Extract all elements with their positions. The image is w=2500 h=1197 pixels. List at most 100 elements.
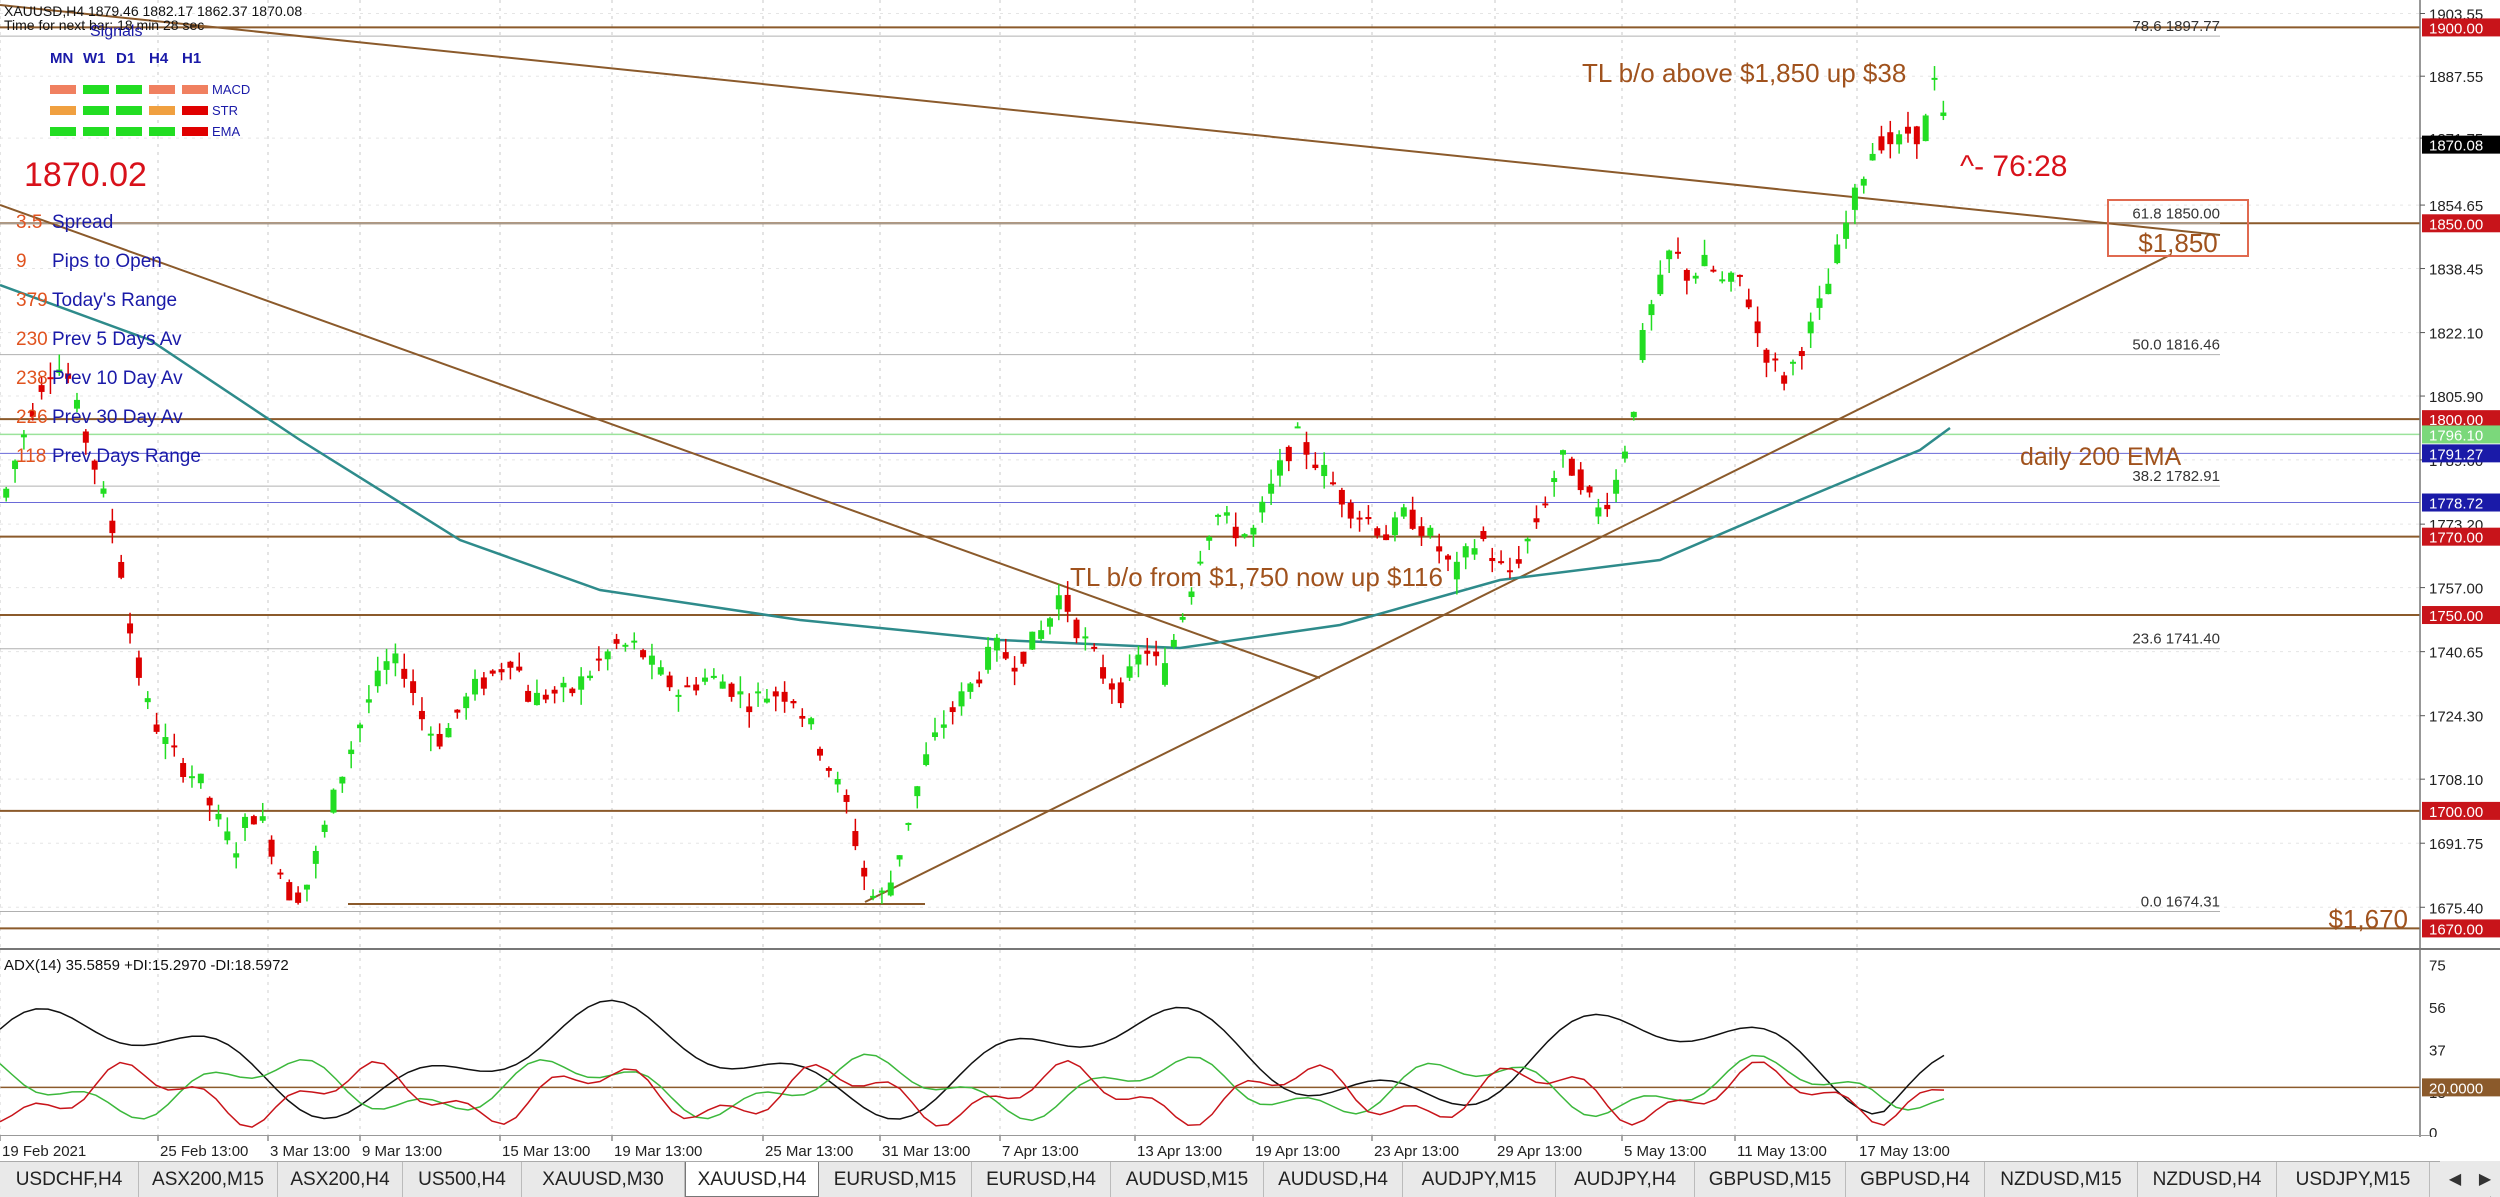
symbol-tab[interactable]: XAUUSD,M30	[522, 1162, 685, 1197]
candle-body	[1356, 517, 1363, 520]
candle-body	[20, 434, 27, 438]
candle-body	[392, 653, 399, 664]
symbol-tab[interactable]: AUDJPY,H4	[1556, 1162, 1695, 1197]
symbol-tab[interactable]: EURUSD,H4	[972, 1162, 1111, 1197]
candle-body	[1613, 479, 1620, 494]
stat-label: Today's Range	[52, 290, 178, 311]
scroll-left-icon[interactable]: ◀	[2448, 1170, 2462, 1188]
annotation-breakout-1850: TL b/o above $1,850 up $38	[1582, 58, 1906, 88]
candle-body	[47, 377, 54, 380]
candle-body	[365, 699, 372, 703]
annotation-level-1850: $1,850	[2138, 228, 2218, 258]
candle-body	[1648, 304, 1655, 316]
symbol-tab[interactable]: EURUSD,M15	[819, 1162, 972, 1197]
candle-body	[684, 685, 691, 688]
candle-body	[1736, 274, 1743, 277]
symbol-tab[interactable]: NZDUSD,H4	[2138, 1162, 2277, 1197]
symbol-tab[interactable]: ASX200,H4	[278, 1162, 403, 1197]
candle-body	[1330, 482, 1337, 485]
chart-grid	[0, 0, 2420, 948]
time-tick-label: 11 May 13:00	[1737, 1143, 1827, 1160]
candle-body	[940, 724, 947, 728]
price-chart[interactable]: 78.6 1897.77 61.8 1850.00 50.0 1816.46 38.2…	[0, 0, 2500, 948]
symbol-tab[interactable]: GBPUSD,M15	[1695, 1162, 1846, 1197]
candle-body	[383, 661, 390, 670]
candle-body	[1816, 298, 1823, 308]
candle-body	[135, 657, 142, 678]
candle-body	[498, 669, 505, 673]
trendline-2	[0, 204, 1321, 679]
candle-body	[1506, 570, 1513, 573]
symbol-tab[interactable]: USDJPY,M15	[2277, 1162, 2430, 1197]
candle-body	[1126, 666, 1133, 678]
signal-box	[182, 127, 208, 136]
adx-lines	[0, 950, 2420, 1137]
candle-body	[551, 689, 558, 694]
symbol-header: XAUUSD,H4 1879.46 1882.17 1862.37 1870.0…	[4, 4, 302, 32]
symbol-tab[interactable]: GBPUSD,H4	[1846, 1162, 1985, 1197]
symbol-tab[interactable]: US500,H4	[403, 1162, 522, 1197]
candle-body	[1551, 478, 1558, 483]
candle-body	[1188, 591, 1195, 598]
candle-body	[808, 718, 815, 725]
price-axis: 1903.551887.551871.751854.651838.451822.…	[2419, 0, 2500, 948]
candle-body	[1073, 619, 1080, 639]
level-tag-1770.00	[2422, 527, 2500, 546]
scroll-right-icon[interactable]: ▶	[2478, 1170, 2492, 1188]
candle-body	[993, 637, 1000, 651]
candle-body	[1834, 244, 1841, 264]
candle-body	[604, 651, 611, 660]
candle-body	[1108, 683, 1115, 690]
price-tick-label: 1691.75	[2429, 836, 2483, 853]
adx-level-tag-text: 20.0000	[2429, 1080, 2483, 1097]
symbol-tab[interactable]: XAUUSD,H4	[685, 1162, 819, 1197]
adx-panel[interactable]: 75563718020.0000 ADX(14) 35.5859 +DI:15.…	[0, 948, 2500, 1137]
signal-box	[149, 127, 175, 136]
stat-value: 118	[16, 446, 47, 467]
level-tag-1778.72	[2422, 493, 2500, 512]
candle-body	[1719, 279, 1726, 282]
candle-body	[542, 694, 549, 700]
candle-body	[949, 707, 956, 713]
symbol-tab[interactable]: NZDUSD,M15	[1985, 1162, 2138, 1197]
stat-row: 379 Today's Range	[16, 290, 177, 312]
candle-body	[224, 831, 231, 841]
candle-body	[418, 710, 425, 720]
symbol-tab[interactable]: ASX200,M15	[139, 1162, 278, 1197]
signal-timeframe: H1	[182, 50, 202, 67]
candle-body	[816, 748, 823, 756]
candle-body	[1630, 411, 1637, 418]
symbol-tab[interactable]: AUDJPY,M15	[1403, 1162, 1556, 1197]
candle-body	[1904, 126, 1911, 134]
signal-name: EMA	[212, 124, 241, 139]
adx-main-line	[0, 999, 1945, 1120]
candle-body	[622, 644, 629, 647]
time-tick-label: 29 Apr 13:00	[1497, 1143, 1582, 1160]
symbol-tab[interactable]: AUDUSD,H4	[1264, 1162, 1403, 1197]
candle-body	[1241, 534, 1248, 537]
candle-body	[286, 882, 293, 901]
candle-body	[1542, 503, 1549, 506]
level-tag-text-1800.00: 1800.00	[2429, 412, 2483, 429]
candle-body	[12, 460, 19, 470]
stat-row: 118 Prev Days Range	[16, 446, 201, 468]
candle-body	[1144, 650, 1151, 654]
ema-line	[0, 283, 1951, 650]
candle-body	[569, 688, 576, 694]
candle-body	[1710, 269, 1717, 272]
signal-box	[83, 106, 109, 115]
candle-body	[303, 884, 310, 890]
candle-body	[480, 677, 487, 689]
symbol-tab[interactable]: USDCHF,H4	[0, 1162, 139, 1197]
candle-body	[657, 667, 664, 675]
stat-value: 9	[16, 251, 27, 272]
candle-body	[1675, 251, 1682, 254]
candle-body	[3, 488, 10, 498]
candle-body	[1427, 527, 1434, 536]
candle-body	[29, 410, 36, 417]
candle-body	[755, 691, 762, 694]
candle-body	[525, 690, 532, 702]
level-tag-text-1750.00: 1750.00	[2429, 608, 2483, 625]
level-tag-1850.00	[2422, 214, 2500, 233]
symbol-tab[interactable]: AUDUSD,M15	[1111, 1162, 1264, 1197]
